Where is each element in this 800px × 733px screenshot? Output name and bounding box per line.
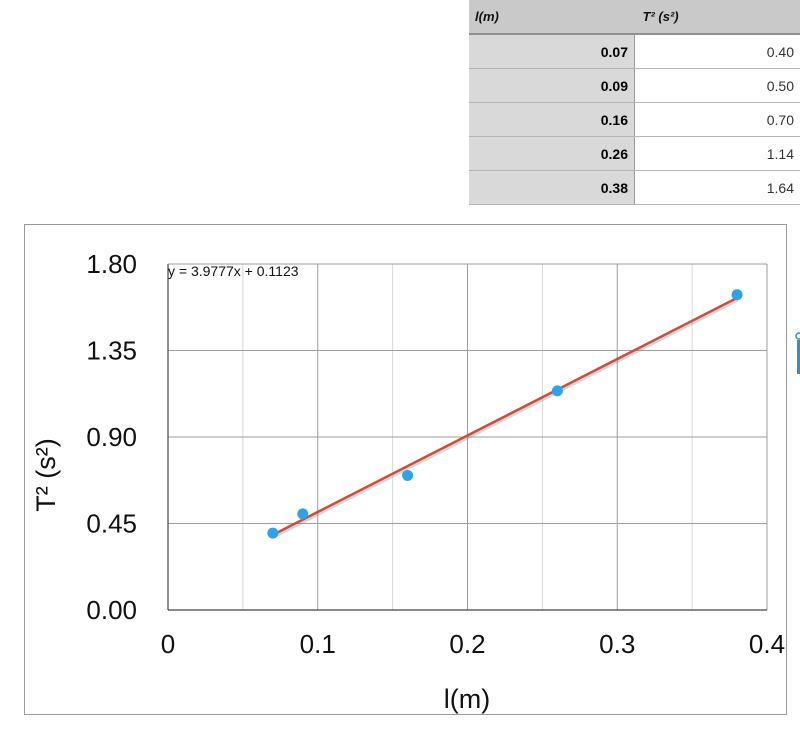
y-axis-title: T² (s²): [31, 438, 61, 511]
trendline-shadow: [273, 298, 739, 539]
y-tick-label: 0.45: [86, 509, 137, 539]
data-point: [731, 289, 743, 301]
data-point: [297, 508, 309, 520]
length-cell: 0.26: [469, 136, 635, 171]
x-tick-label: 0: [161, 629, 175, 659]
period-squared-cell: 1.64: [634, 170, 800, 205]
trendline-equation: y = 3.9777x + 0.1123: [168, 263, 299, 279]
x-axis-title: l(m): [444, 684, 490, 714]
data-point: [402, 469, 414, 481]
data-point: [267, 527, 279, 539]
table-row: 0.16 0.70: [469, 102, 800, 137]
length-cell: 0.07: [469, 34, 635, 69]
x-tick-label: 0.1: [300, 629, 336, 659]
selection-handle-icon[interactable]: [794, 332, 800, 374]
length-cell: 0.38: [469, 170, 635, 205]
x-tick-label: 0.4: [749, 629, 785, 659]
axes: l(m) T² (s²) 0.00 0.45 0.90 1.35 1.80 0 0.1 0.2…: [31, 249, 785, 714]
y-tick-label: 1.80: [86, 249, 137, 279]
period-squared-cell: 1.14: [634, 136, 800, 171]
table-row: 0.26 1.14: [469, 136, 800, 171]
period-squared-cell: 0.50: [634, 68, 800, 103]
points-layer: [267, 289, 743, 539]
length-cell: 0.09: [469, 68, 635, 103]
y-tick-label: 1.35: [86, 336, 137, 366]
data-table: l(m) T² (s²) 0.07 0.40 0.09 0.50 0.16 0.…: [469, 0, 800, 205]
table-row: 0.38 1.64: [469, 170, 800, 205]
table-row: 0.07 0.40: [469, 34, 800, 69]
length-cell: 0.16: [469, 102, 635, 137]
header-length: l(m): [469, 0, 635, 35]
y-tick-label: 0.00: [86, 595, 137, 625]
trendline: [272, 296, 738, 537]
period-squared-cell: 0.40: [634, 34, 800, 69]
data-point: [551, 385, 563, 397]
header-period-squared: T² (s²): [634, 0, 800, 35]
chart-frame[interactable]: l(m) T² (s²) 0.00 0.45 0.90 1.35 1.80 0 0.1 0.2…: [24, 224, 787, 715]
grid: [168, 263, 768, 610]
x-tick-label: 0.3: [599, 629, 635, 659]
x-tick-label: 0.2: [449, 629, 485, 659]
table-row: 0.09 0.50: [469, 68, 800, 103]
table-header-row: l(m) T² (s²): [469, 0, 800, 35]
y-tick-label: 0.90: [86, 422, 137, 452]
scatter-chart: l(m) T² (s²) 0.00 0.45 0.90 1.35 1.80 0 0.1 0.2…: [31, 249, 785, 714]
period-squared-cell: 0.70: [634, 102, 800, 137]
trendline-layer: [272, 296, 739, 539]
